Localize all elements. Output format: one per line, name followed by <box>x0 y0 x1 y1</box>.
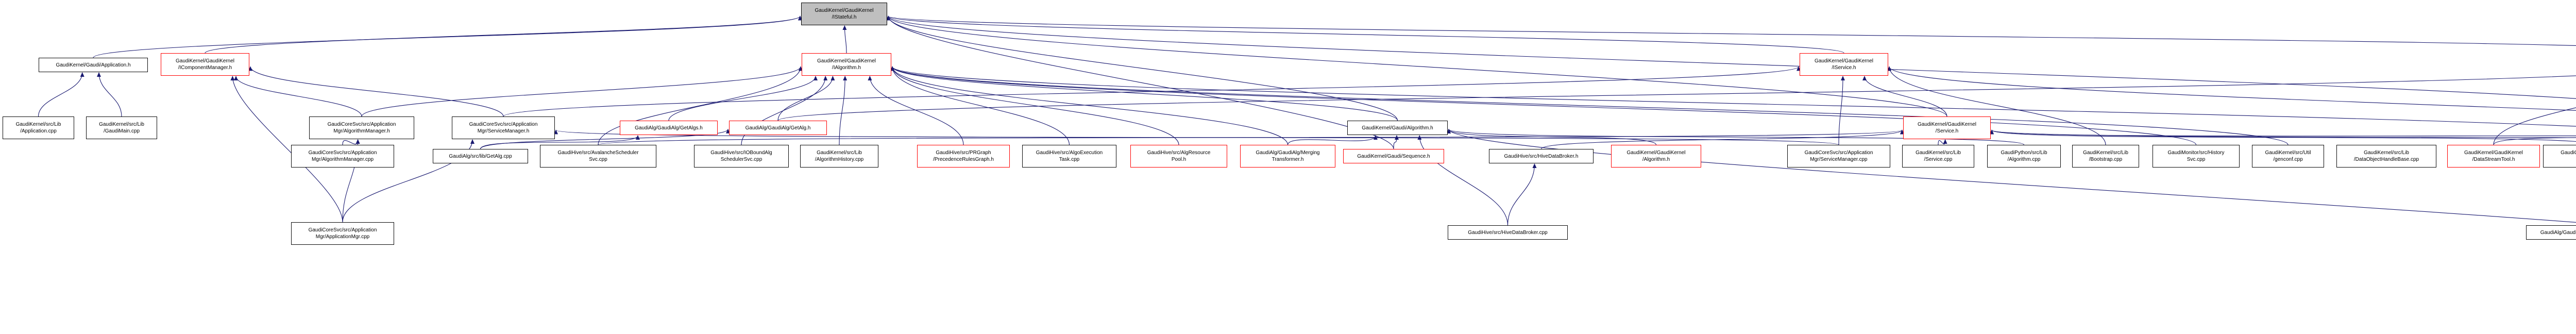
graph-node[interactable]: GaudiHive/src/AlgResource Pool.h <box>1130 145 1227 168</box>
include-edge <box>361 66 803 117</box>
include-edge <box>868 76 964 145</box>
include-edge <box>1862 76 1947 117</box>
graph-node[interactable]: GaudiKernel/GaudiKernel /IService.h <box>1800 53 1888 76</box>
include-edge <box>598 66 803 145</box>
graph-node[interactable]: GaudiPython/src/Lib /Algorithm.cpp <box>1987 145 2061 168</box>
graph-node[interactable]: GaudiCoreSvc/src/Application Mgr/Service… <box>452 116 555 139</box>
include-edge <box>886 15 2576 46</box>
graph-node[interactable]: GaudiHive/src/AvalancheScheduler Svc.cpp <box>540 145 656 168</box>
include-edge <box>248 66 504 117</box>
include-edge <box>777 75 2576 121</box>
include-edge <box>234 76 362 117</box>
graph-node[interactable]: GaudiKernel/src/Util /genconf.cpp <box>2252 145 2324 168</box>
graph-node[interactable]: GaudiCoreSvc/src/Application Mgr/Algorit… <box>309 116 414 139</box>
graph-node[interactable]: GaudiKernel/Gaudi/Application.h <box>39 58 148 72</box>
graph-node[interactable]: GaudiAlg/GaudiAlg/GetAlg.h <box>729 121 827 135</box>
graph-node[interactable]: GaudiAlg/GaudiAlg/GetAlgs.h <box>620 121 718 135</box>
include-edge <box>1417 135 1509 226</box>
graph-node[interactable]: GaudiCoreSvc/src/Application Mgr/Algorit… <box>291 145 394 168</box>
graph-node[interactable]: GaudiCoreSvc/src/Application Mgr/Service… <box>1787 145 1890 168</box>
include-edge <box>2493 107 2576 145</box>
include-edge <box>1887 66 2106 145</box>
include-edge <box>38 72 84 117</box>
include-edge <box>886 15 1947 117</box>
graph-node[interactable]: GaudiKernel/src/Lib /DataObjectHandleBas… <box>2336 145 2436 168</box>
graph-node[interactable]: GaudiHive/src/PRGraph /PrecedenceRulesGr… <box>917 145 1010 168</box>
include-edge <box>1287 135 1378 145</box>
include-edge <box>890 66 1398 121</box>
include-edge <box>503 66 1801 117</box>
include-edge <box>890 66 2576 127</box>
include-edge <box>777 76 835 121</box>
include-edge <box>668 76 818 121</box>
include-edge <box>1447 128 2576 223</box>
graph-node[interactable]: GaudiKernel/src/Lib /Application.cpp <box>3 116 74 139</box>
include-edge <box>890 66 1070 145</box>
include-edge <box>205 15 802 54</box>
include-edge <box>842 25 847 54</box>
graph-node[interactable]: GaudiKernel/GaudiKernel /IAlgorithm.h <box>802 53 891 76</box>
graph-node[interactable]: GaudiKernel/Gaudi/Algorithm.h <box>1347 121 1448 135</box>
include-edge <box>839 76 848 145</box>
include-edge <box>1838 76 1845 145</box>
graph-node[interactable]: GaudiCoreSvc/src/Application Mgr/Applica… <box>291 222 394 245</box>
graph-root-node[interactable]: GaudiKernel/GaudiKernel /IStateful.h <box>801 3 887 25</box>
graph-node[interactable]: GaudiHive/src/AlgoExecution Task.cpp <box>1022 145 1116 168</box>
include-edge <box>1447 128 2025 145</box>
graph-node[interactable]: GaudiKernel/src/Lib /AlgorithmHistory.cp… <box>800 145 878 168</box>
graph-node[interactable]: GaudiKernel/src/Lib /GaudiMain.cpp <box>86 116 157 139</box>
graph-node[interactable]: GaudiKernel/GaudiKernel /DataStreamTool.… <box>2447 145 2540 168</box>
include-edge <box>1507 163 1537 226</box>
include-edge <box>890 66 2289 145</box>
include-edge <box>1990 129 2576 142</box>
graph-node[interactable]: GaudiKernel/src/Lib /Service.cpp <box>1902 145 1974 168</box>
graph-node[interactable]: GaudiKernel/Gaudi/Sequence.h <box>1343 149 1444 163</box>
graph-node[interactable]: GaudiHive/src/HiveDataBroker.cpp <box>1448 225 1568 240</box>
include-edge <box>1393 135 1399 149</box>
include-edge <box>342 139 360 145</box>
graph-node[interactable]: GaudiKernel/GaudiKernel /IComponentManag… <box>161 53 249 76</box>
graph-node[interactable]: GaudiKernel/GaudiKernel /Algorithm.h <box>1611 145 1701 168</box>
graph-node[interactable]: GaudiMonitor/src/History Svc.cpp <box>2153 145 2240 168</box>
include-edge <box>890 66 2197 145</box>
graph-node[interactable]: GaudiHive/src/IOBoundAlg SchedulerSvc.cp… <box>694 145 789 168</box>
include-edge <box>886 15 1394 149</box>
graph-node[interactable]: GaudiAlg/GaudiAlg/FixTESPath.h <box>2526 225 2576 240</box>
include-edge <box>230 76 343 223</box>
include-edge <box>480 135 640 149</box>
include-edge <box>886 15 2576 99</box>
graph-node[interactable]: GaudiAlg/src/lib/GetAlg.cpp <box>433 149 528 163</box>
include-edge <box>886 15 1844 54</box>
include-edge <box>886 15 1398 121</box>
include-edge <box>890 66 1289 145</box>
include-edge <box>93 15 802 58</box>
graph-node[interactable]: GaudiHive/src/HiveDataBroker.h <box>1489 149 1594 163</box>
graph-node[interactable]: GaudiCoreSvc/src/Application Mgr/ToolSvc… <box>2543 145 2576 168</box>
include-edge <box>890 66 1179 145</box>
graph-node[interactable]: GaudiKernel/src/Lib /Bootstrap.cpp <box>2072 145 2139 168</box>
include-edge <box>97 72 122 117</box>
include-edge <box>1938 139 1947 145</box>
include-edge <box>1990 129 2576 138</box>
include-edge <box>1887 66 2576 111</box>
include-edge <box>598 129 1904 145</box>
graph-node[interactable]: GaudiAlg/GaudiAlg/Merging Transformer.h <box>1240 145 1335 168</box>
include-edge <box>2493 137 2576 145</box>
graph-node[interactable]: GaudiKernel/GaudiKernel /Service.h <box>1903 116 1991 139</box>
include-edge <box>1540 129 1904 149</box>
